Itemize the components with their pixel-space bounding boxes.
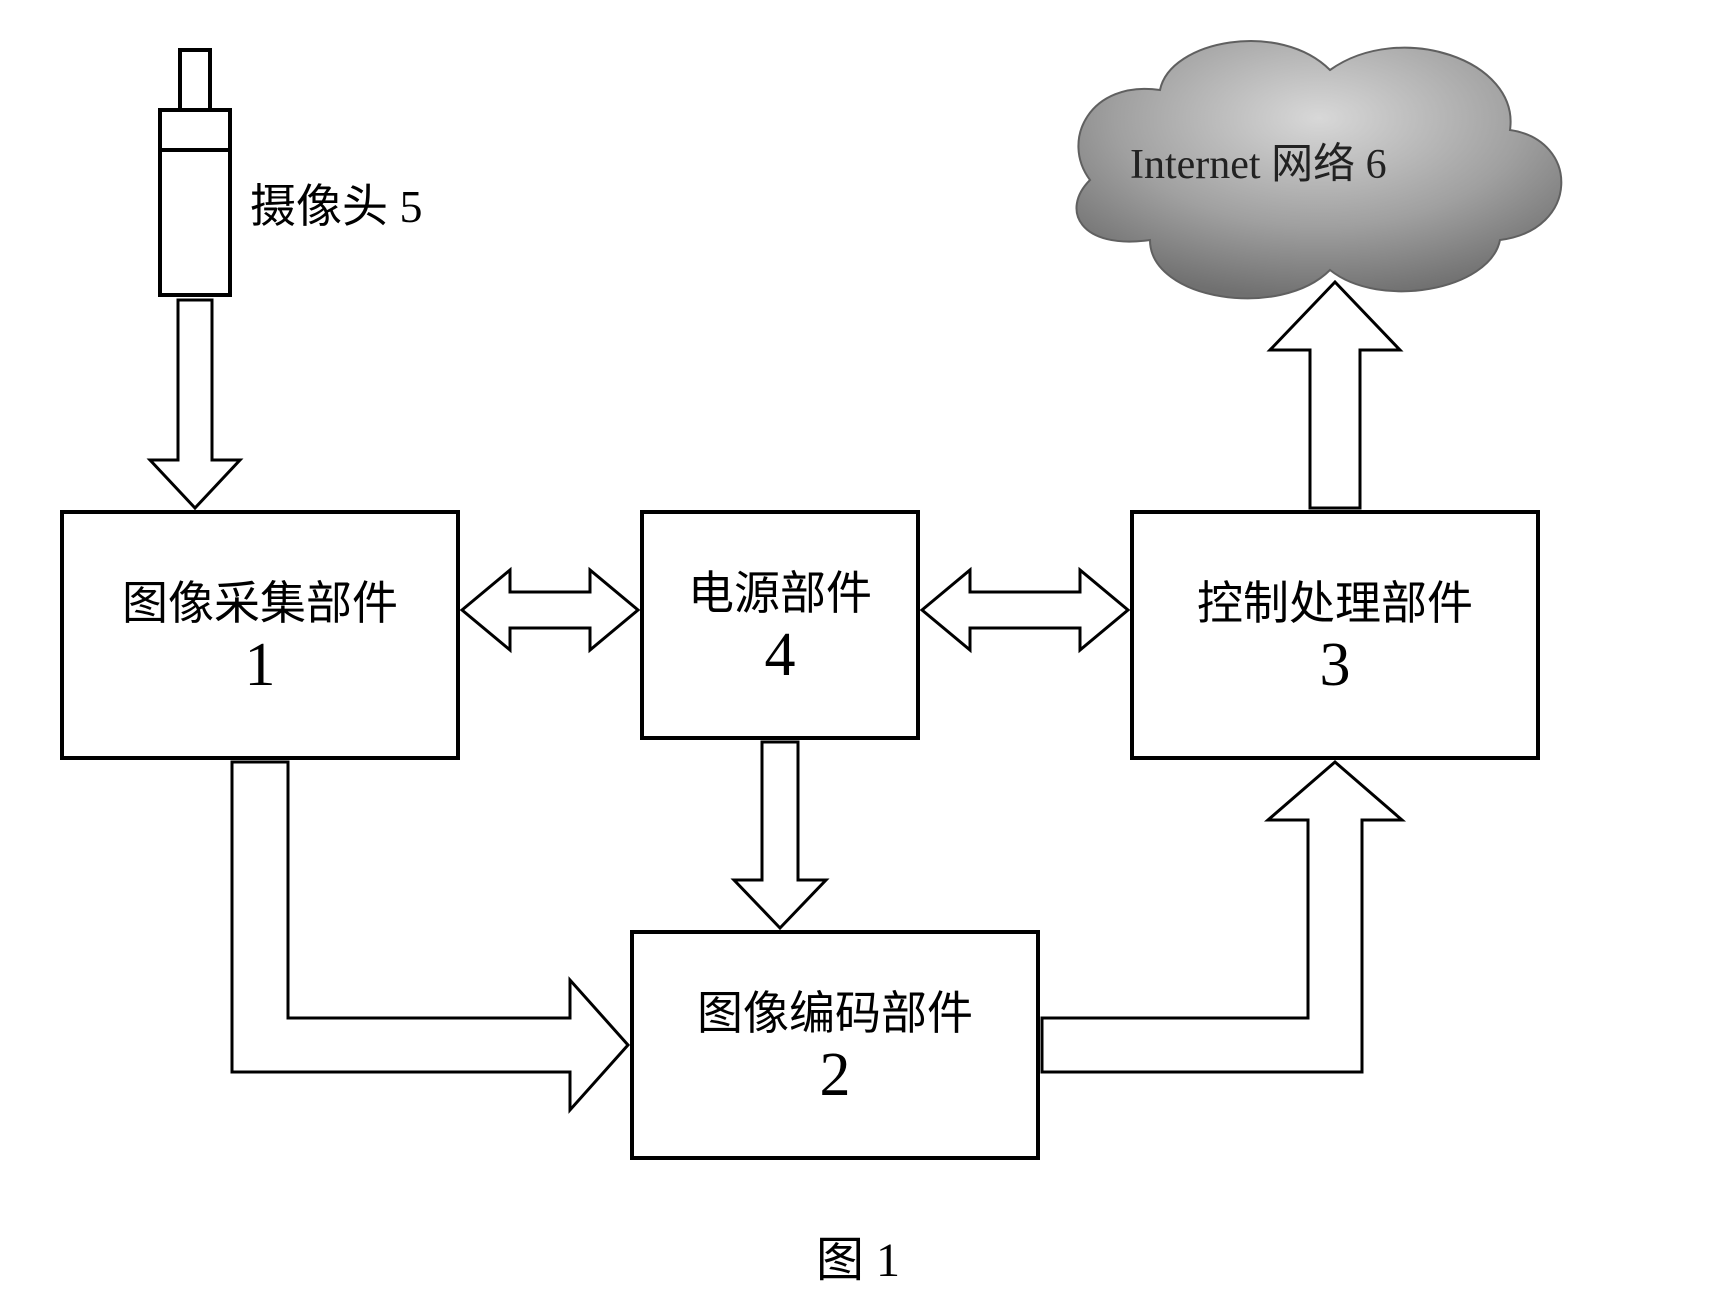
box-power: 电源部件 4 [640,510,920,740]
box-control-processing: 控制处理部件 3 [1130,510,1540,760]
box4-label: 电源部件 [688,564,872,624]
arrow-cam-to-b1 [150,300,240,508]
arrow-b3-to-cloud [1270,282,1400,508]
camera-icon [160,50,230,295]
box1-num: 1 [245,634,276,696]
box3-num: 3 [1320,634,1351,696]
box4-num: 4 [765,624,796,686]
box3-label: 控制处理部件 [1197,574,1473,634]
box2-label: 图像编码部件 [697,984,973,1044]
arrow-b4-to-b2 [734,742,826,928]
camera-label: 摄像头 5 [250,170,423,236]
diagram-canvas: 图像采集部件 1 电源部件 4 控制处理部件 3 图像编码部件 2 摄像头 5 … [0,0,1716,1303]
box-image-capture: 图像采集部件 1 [60,510,460,760]
box-image-encoding: 图像编码部件 2 [630,930,1040,1160]
figure-caption: 图 1 [0,1220,1716,1290]
arrow-b4-b3 [922,570,1128,650]
box1-label: 图像采集部件 [122,574,398,634]
arrow-b4-b1 [462,570,638,650]
cloud-label: Internet 网络 6 [1130,130,1387,191]
arrow-b1-to-b2 [232,762,628,1110]
box2-num: 2 [820,1044,851,1106]
arrow-b2-to-b3 [1042,762,1402,1072]
